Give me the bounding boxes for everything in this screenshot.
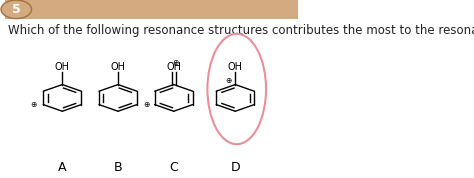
Text: B: B: [114, 161, 122, 174]
Bar: [5, 0, 298, 19]
Text: ⊕: ⊕: [172, 58, 178, 67]
Text: OH: OH: [110, 62, 126, 72]
Text: OH: OH: [228, 62, 243, 72]
Text: ⊕: ⊕: [31, 100, 37, 109]
Text: ⊕: ⊕: [226, 76, 232, 85]
Text: OH: OH: [166, 62, 181, 72]
Text: Which of the following resonance structures contributes the most to the resonanc: Which of the following resonance structu…: [8, 24, 474, 37]
Text: A: A: [58, 161, 66, 174]
Circle shape: [1, 0, 32, 19]
Text: 5: 5: [12, 3, 21, 16]
Text: OH: OH: [55, 62, 70, 72]
Text: D: D: [230, 161, 240, 174]
Text: ⊕: ⊕: [143, 100, 150, 109]
Text: C: C: [169, 161, 178, 174]
